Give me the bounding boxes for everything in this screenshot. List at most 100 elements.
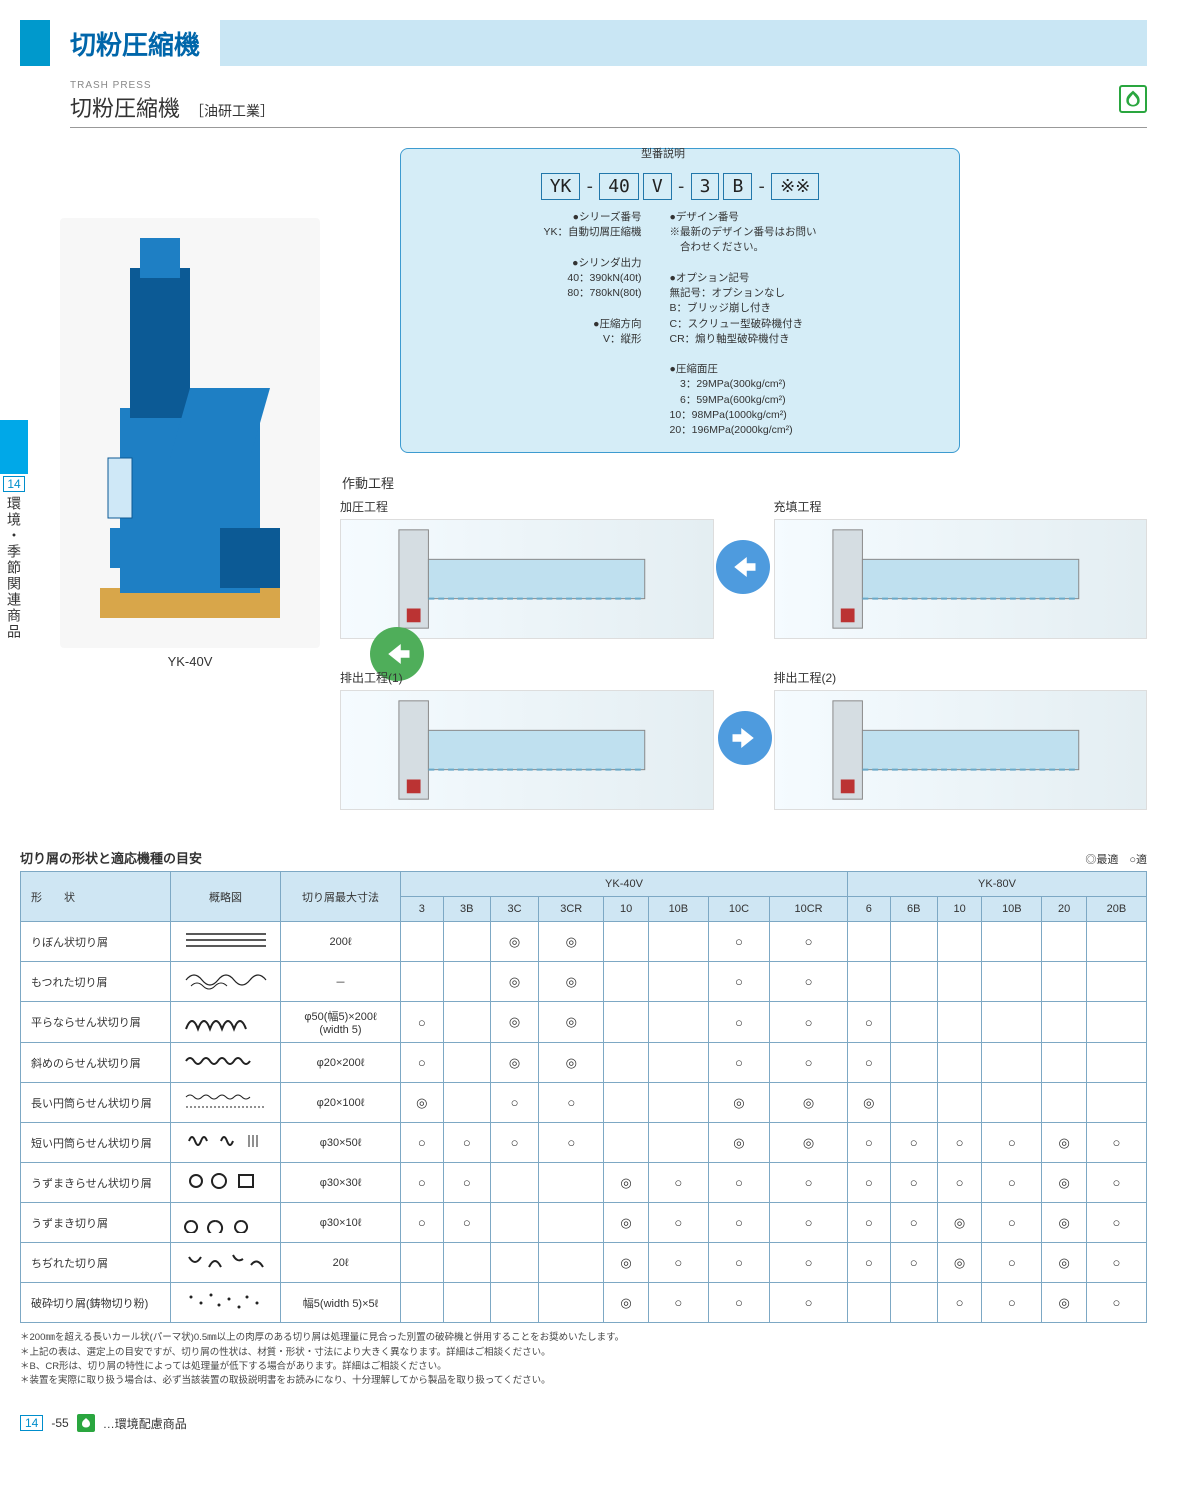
col-model: 10CR (770, 897, 848, 922)
flow-arrow-icon (718, 711, 772, 765)
cell-mark (890, 922, 937, 962)
cell-mark (937, 1043, 982, 1083)
model-number-box: 型番説明 YK-40V-3B-※※ ●シリーズ番号 YK：自動切屑圧縮機 ●シリ… (400, 148, 960, 453)
cell-mark: ○ (937, 1123, 982, 1163)
footnotes: ＊200㎜を超える長いカール状(パーマ状)0.5㎜以上の肉厚のある切り屑は処理量… (20, 1331, 1147, 1388)
cell-mark: ○ (708, 962, 769, 1002)
cell-mark: ○ (708, 1283, 769, 1323)
cell-mark: ○ (443, 1123, 490, 1163)
model-code-segment: B (723, 173, 752, 200)
col-model: 20 (1042, 897, 1087, 922)
cell-mark (982, 1043, 1042, 1083)
col-shape: 形 状 (21, 872, 171, 922)
cell-mark: ○ (982, 1123, 1042, 1163)
cell-shape: 長い円筒らせん状切り屑 (21, 1083, 171, 1123)
cell-mark: ○ (443, 1163, 490, 1203)
table-row: うずまき切り屑φ30×10ℓ○○◎○○○○○◎○◎○ (21, 1203, 1147, 1243)
cell-mark: ○ (770, 1002, 848, 1043)
process-step-label: 排出工程(2) (774, 669, 1148, 686)
model-code-segment: - (756, 176, 767, 197)
cell-mark (604, 1123, 649, 1163)
table-row: ちぢれた切り屑20ℓ◎○○○○○◎○◎○ (21, 1243, 1147, 1283)
cell-schematic (171, 1283, 281, 1323)
model-code-segment: ※※ (771, 173, 819, 200)
cell-mark (490, 1203, 538, 1243)
cell-mark: ○ (770, 962, 848, 1002)
cell-mark: ◎ (539, 1002, 604, 1043)
cell-mark: ◎ (490, 1002, 538, 1043)
page-footer: 14 -55 …環境配慮商品 (20, 1414, 1147, 1432)
cell-mark: ○ (982, 1163, 1042, 1203)
cell-mark: ○ (847, 1123, 890, 1163)
model-box-title: 型番説明 (641, 145, 685, 161)
cell-mark: ◎ (539, 962, 604, 1002)
cell-mark (937, 1002, 982, 1043)
model-spec-line: 3：29MPa(300kg/cm²) (670, 377, 817, 392)
cell-mark (443, 1002, 490, 1043)
table-row: 平らならせん状切り屑φ50(幅5)×200ℓ(width 5)○◎◎○○○ (21, 1002, 1147, 1043)
cell-mark: ○ (708, 1163, 769, 1203)
cell-mark (890, 962, 937, 1002)
col-group-40v: YK-40V (401, 872, 848, 897)
cell-mark: ○ (1086, 1243, 1146, 1283)
cell-mark (982, 962, 1042, 1002)
cell-schematic (171, 1043, 281, 1083)
cell-mark: ○ (539, 1083, 604, 1123)
cell-mark (539, 1203, 604, 1243)
model-spec-line: 10：98MPa(1000kg/cm²) (670, 408, 817, 423)
cell-mark (890, 1002, 937, 1043)
cell-mark: ◎ (1042, 1283, 1087, 1323)
cell-mark (982, 922, 1042, 962)
product-image (60, 218, 320, 648)
process-step-figure (774, 690, 1148, 810)
cell-mark (1086, 1002, 1146, 1043)
cell-mark: ◎ (708, 1083, 769, 1123)
cell-schematic (171, 922, 281, 962)
process-step: 排出工程(1) (340, 669, 714, 810)
cell-mark: ○ (401, 1203, 444, 1243)
model-spec-line: C：スクリュー型破砕機付き (670, 317, 817, 332)
cell-mark (648, 1083, 708, 1123)
model-code-segment: - (676, 176, 687, 197)
model-spec-line: 20：196MPa(2000kg/cm²) (670, 423, 817, 438)
model-spec-line: 無記号：オプションなし (670, 286, 817, 301)
cell-shape: ちぢれた切り屑 (21, 1243, 171, 1283)
model-spec-line: CR：煽り軸型破砕機付き (670, 332, 817, 347)
cell-shape: うずまき切り屑 (21, 1203, 171, 1243)
cell-mark: ◎ (490, 1043, 538, 1083)
cell-schematic (171, 1002, 281, 1043)
cell-mark: ◎ (937, 1243, 982, 1283)
cell-shape: 破砕切り屑(鋳物切り粉) (21, 1283, 171, 1323)
cell-mark (1086, 1043, 1146, 1083)
cell-mark (604, 962, 649, 1002)
cell-mark: ○ (770, 1283, 848, 1323)
cell-mark: ○ (770, 922, 848, 962)
cell-mark: ◎ (604, 1243, 649, 1283)
cell-schematic (171, 1203, 281, 1243)
cell-mark: ○ (648, 1203, 708, 1243)
model-code-segment: 40 (599, 173, 639, 200)
cell-mark (490, 1283, 538, 1323)
cell-mark (539, 1163, 604, 1203)
cell-mark (443, 1043, 490, 1083)
cell-mark: ○ (1086, 1203, 1146, 1243)
col-size: 切り屑最大寸法 (281, 872, 401, 922)
col-model: 3C (490, 897, 538, 922)
table-title: 切り屑の形状と適応機種の目安 (20, 848, 202, 867)
cell-mark: ◎ (1042, 1243, 1087, 1283)
subtitle-japanese: 切粉圧縮機 (70, 91, 180, 123)
col-group-80v: YK-80V (847, 872, 1146, 897)
cell-size: － (281, 962, 401, 1002)
cell-mark (443, 1243, 490, 1283)
cell-mark: ◎ (401, 1083, 444, 1123)
cell-mark: ○ (770, 1243, 848, 1283)
col-model: 10 (937, 897, 982, 922)
header-accent (20, 20, 50, 66)
cell-mark (890, 1283, 937, 1323)
cell-mark (401, 1243, 444, 1283)
cell-mark (401, 1283, 444, 1323)
col-model: 10 (604, 897, 649, 922)
cell-mark: ○ (1086, 1163, 1146, 1203)
cell-mark: ○ (982, 1203, 1042, 1243)
cell-mark: ○ (708, 1002, 769, 1043)
